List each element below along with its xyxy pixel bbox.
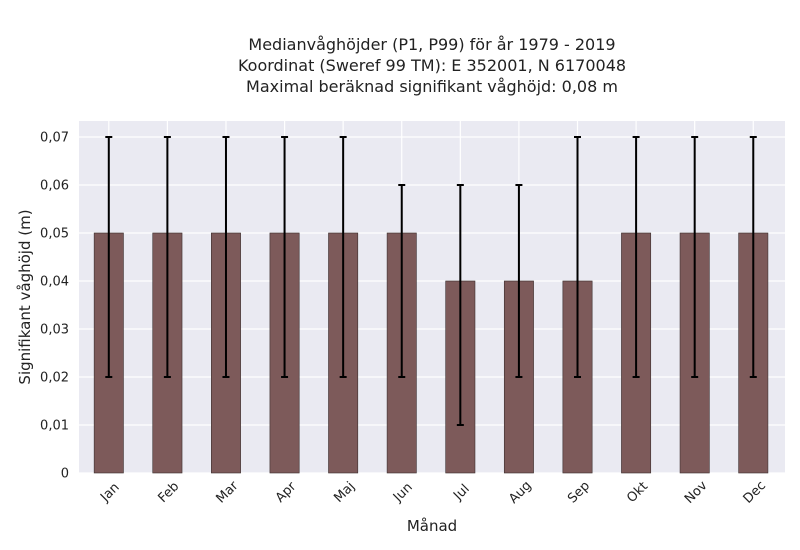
x-axis-label: Månad — [407, 517, 457, 535]
y-tick-label: 0 — [61, 467, 69, 482]
y-tick-label: 0,03 — [40, 323, 69, 338]
y-tick-label: 0,02 — [40, 371, 69, 386]
error-bar-jan — [105, 136, 113, 378]
error-bar-maj — [339, 136, 347, 378]
y-axis-label: Signifikant våghöjd (m) — [16, 209, 34, 384]
x-tick-label: Nov — [682, 478, 711, 507]
x-tick-label: Feb — [155, 479, 182, 506]
y-tick-label: 0,06 — [40, 179, 69, 194]
x-tick-label: Mar — [214, 478, 242, 506]
error-bar-sep — [574, 136, 582, 378]
error-bar-jun — [398, 184, 406, 378]
error-bars — [105, 136, 757, 426]
error-bar-aug — [515, 184, 523, 378]
x-tick-label: Dec — [741, 478, 769, 506]
error-bar-nov — [691, 136, 699, 378]
chart-title: Medianvåghöjder (P1, P99) för år 1979 - … — [80, 34, 784, 97]
chart-title-line-1: Medianvåghöjder (P1, P99) för år 1979 - … — [248, 35, 616, 54]
error-bar-jul — [456, 184, 464, 426]
error-bar-apr — [281, 136, 289, 378]
y-tick-label: 0,07 — [40, 131, 69, 146]
y-tick-label: 0,01 — [40, 419, 69, 434]
error-bar-dec — [749, 136, 757, 378]
y-tick-label: 0,05 — [40, 227, 69, 242]
error-bar-feb — [163, 136, 171, 378]
x-tick-label: Aug — [506, 478, 535, 507]
x-tick-label: Sep — [565, 479, 593, 507]
y-tick-label: 0,04 — [40, 275, 69, 290]
x-tick-label: Jun — [390, 480, 416, 506]
x-tick-label: Jul — [450, 482, 472, 504]
x-tick-label: Apr — [273, 479, 300, 506]
x-tick-label: Okt — [624, 479, 651, 506]
chart-title-line-2: Koordinat (Sweref 99 TM): E 352001, N 61… — [237, 56, 627, 75]
x-tick-label: Maj — [331, 479, 358, 506]
chart-title-line-3: Maximal beräknad signifikant våghöjd: 0,… — [246, 77, 618, 96]
plot-area — [79, 121, 785, 473]
y-tick-labels: 0 0,01 0,02 0,03 0,04 0,05 0,06 0,07 — [40, 131, 69, 482]
error-bar-mar — [222, 136, 230, 378]
x-tick-labels: Jan Feb Mar Apr Maj Jun Jul Aug Sep Okt Nov Dec — [97, 478, 769, 507]
error-bar-okt — [632, 136, 640, 378]
x-tick-label: Jan — [97, 480, 122, 505]
